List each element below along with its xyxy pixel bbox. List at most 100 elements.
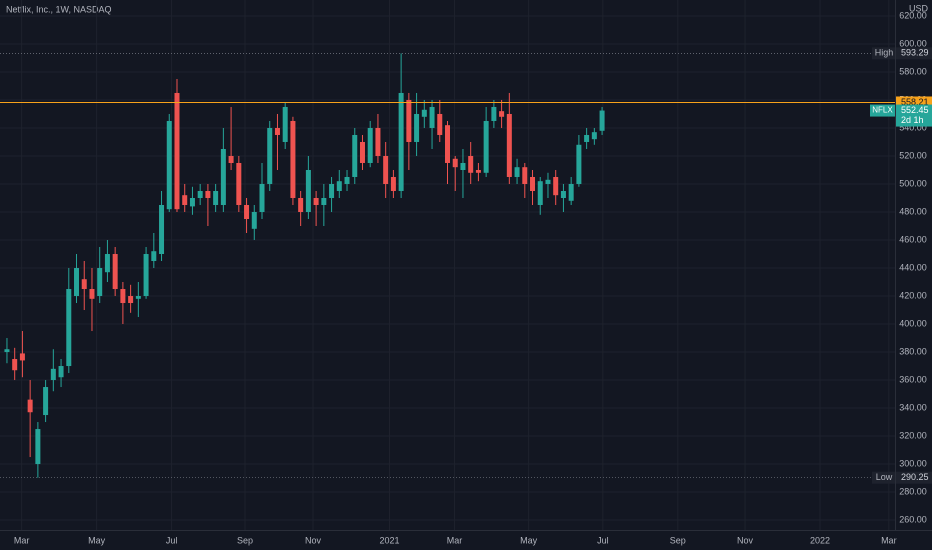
candle-body [282, 106, 288, 142]
candle-body [344, 176, 350, 184]
x-tick-label: Mar [14, 535, 30, 545]
x-tick-label: May [88, 535, 106, 545]
marker-value-bg [896, 47, 932, 60]
candle-body [205, 190, 211, 198]
candle-body [251, 212, 257, 229]
candle-body [537, 181, 543, 205]
candle-body [468, 155, 474, 173]
y-tick-label: 320.00 [899, 430, 927, 440]
x-tick-label: May [520, 535, 538, 545]
y-tick-label: 580.00 [899, 66, 927, 76]
candle-body [414, 113, 420, 142]
y-tick-label: 400.00 [899, 318, 927, 328]
candle-body [35, 429, 41, 465]
y-tick-label: 520.00 [899, 150, 927, 160]
candle-body [499, 111, 505, 117]
candle-body [66, 289, 72, 367]
candle-body [12, 359, 18, 371]
candle-body [244, 204, 250, 220]
candle-body [483, 120, 489, 173]
candle-body [584, 134, 590, 142]
candle-body [89, 289, 95, 299]
candle-body [437, 113, 443, 135]
last-price: 552.45 [901, 105, 929, 115]
candle-body [290, 120, 296, 198]
y-tick-label: 260.00 [899, 514, 927, 524]
x-tick-label: Mar [447, 535, 463, 545]
candle-body [220, 148, 226, 205]
y-tick-label: 340.00 [899, 402, 927, 412]
x-tick-label: 2022 [810, 535, 830, 545]
marker-tag-label: Low [876, 472, 893, 482]
candle-body [390, 176, 396, 191]
candle-body [298, 197, 304, 212]
y-tick-label: 420.00 [899, 290, 927, 300]
last-symbol-bg [870, 104, 895, 117]
candle-body [398, 92, 404, 191]
candle-body [197, 190, 203, 198]
y-tick-label: 600.00 [899, 38, 927, 48]
y-tick-label: 300.00 [899, 458, 927, 468]
candle-body [19, 353, 25, 361]
candle-body [599, 110, 605, 131]
candle-body [352, 134, 358, 177]
candle-body [375, 127, 381, 156]
x-tick-label: Sep [670, 535, 686, 545]
x-tick-label: Nov [305, 535, 322, 545]
candle-body [367, 127, 373, 163]
candle-body [135, 296, 141, 299]
candle-body [27, 399, 33, 413]
candle-body [143, 254, 149, 297]
candle-body [112, 254, 118, 290]
marker-tag-label: High [875, 48, 894, 58]
marker-value: 593.29 [901, 48, 929, 58]
candle-body [159, 204, 165, 255]
y-tick-label: 440.00 [899, 262, 927, 272]
candle-body [166, 120, 172, 210]
x-tick-label: 2021 [380, 535, 400, 545]
candle-body [228, 155, 234, 163]
candle-body [174, 92, 180, 210]
candle-body [383, 155, 389, 184]
candle-body [104, 254, 110, 273]
candle-body [274, 127, 280, 135]
last-countdown: 2d 1h [901, 115, 924, 125]
candle-body [321, 197, 327, 205]
x-tick-label: Jul [166, 535, 178, 545]
candle-body [591, 132, 597, 140]
candle-body [267, 127, 273, 184]
candle-body [514, 167, 520, 177]
candle-body [491, 106, 497, 121]
candle-body [545, 179, 551, 184]
last-symbol: NFLX [872, 106, 893, 115]
candle-body [259, 183, 265, 212]
candle-body [429, 106, 435, 128]
y-tick-label: 460.00 [899, 234, 927, 244]
candle-body [445, 125, 450, 163]
candle-body [43, 387, 49, 416]
candle-body [553, 176, 559, 196]
candle-body [128, 296, 134, 304]
plot-area [0, 0, 895, 530]
chart-title: Netflix, Inc., 1W, NASDAQ [6, 4, 112, 14]
candle-body [236, 162, 242, 205]
candle-body [460, 162, 466, 170]
candle-body [359, 141, 365, 163]
currency: USD [909, 3, 929, 13]
candle-body [406, 99, 412, 142]
y-tick-label: 380.00 [899, 346, 927, 356]
candle-body [336, 181, 342, 191]
candle-body [151, 251, 157, 262]
candle-body [560, 190, 566, 198]
candle-body [182, 195, 188, 205]
y-tick-label: 540.00 [899, 122, 927, 132]
candle-body [530, 176, 536, 191]
candle-body [305, 169, 311, 212]
candle-body [189, 197, 195, 207]
y-tick-label: 620.00 [899, 10, 927, 20]
y-tick-label: 480.00 [899, 206, 927, 216]
y-tick-label: 360.00 [899, 374, 927, 384]
marker-tag-bg [872, 47, 895, 60]
